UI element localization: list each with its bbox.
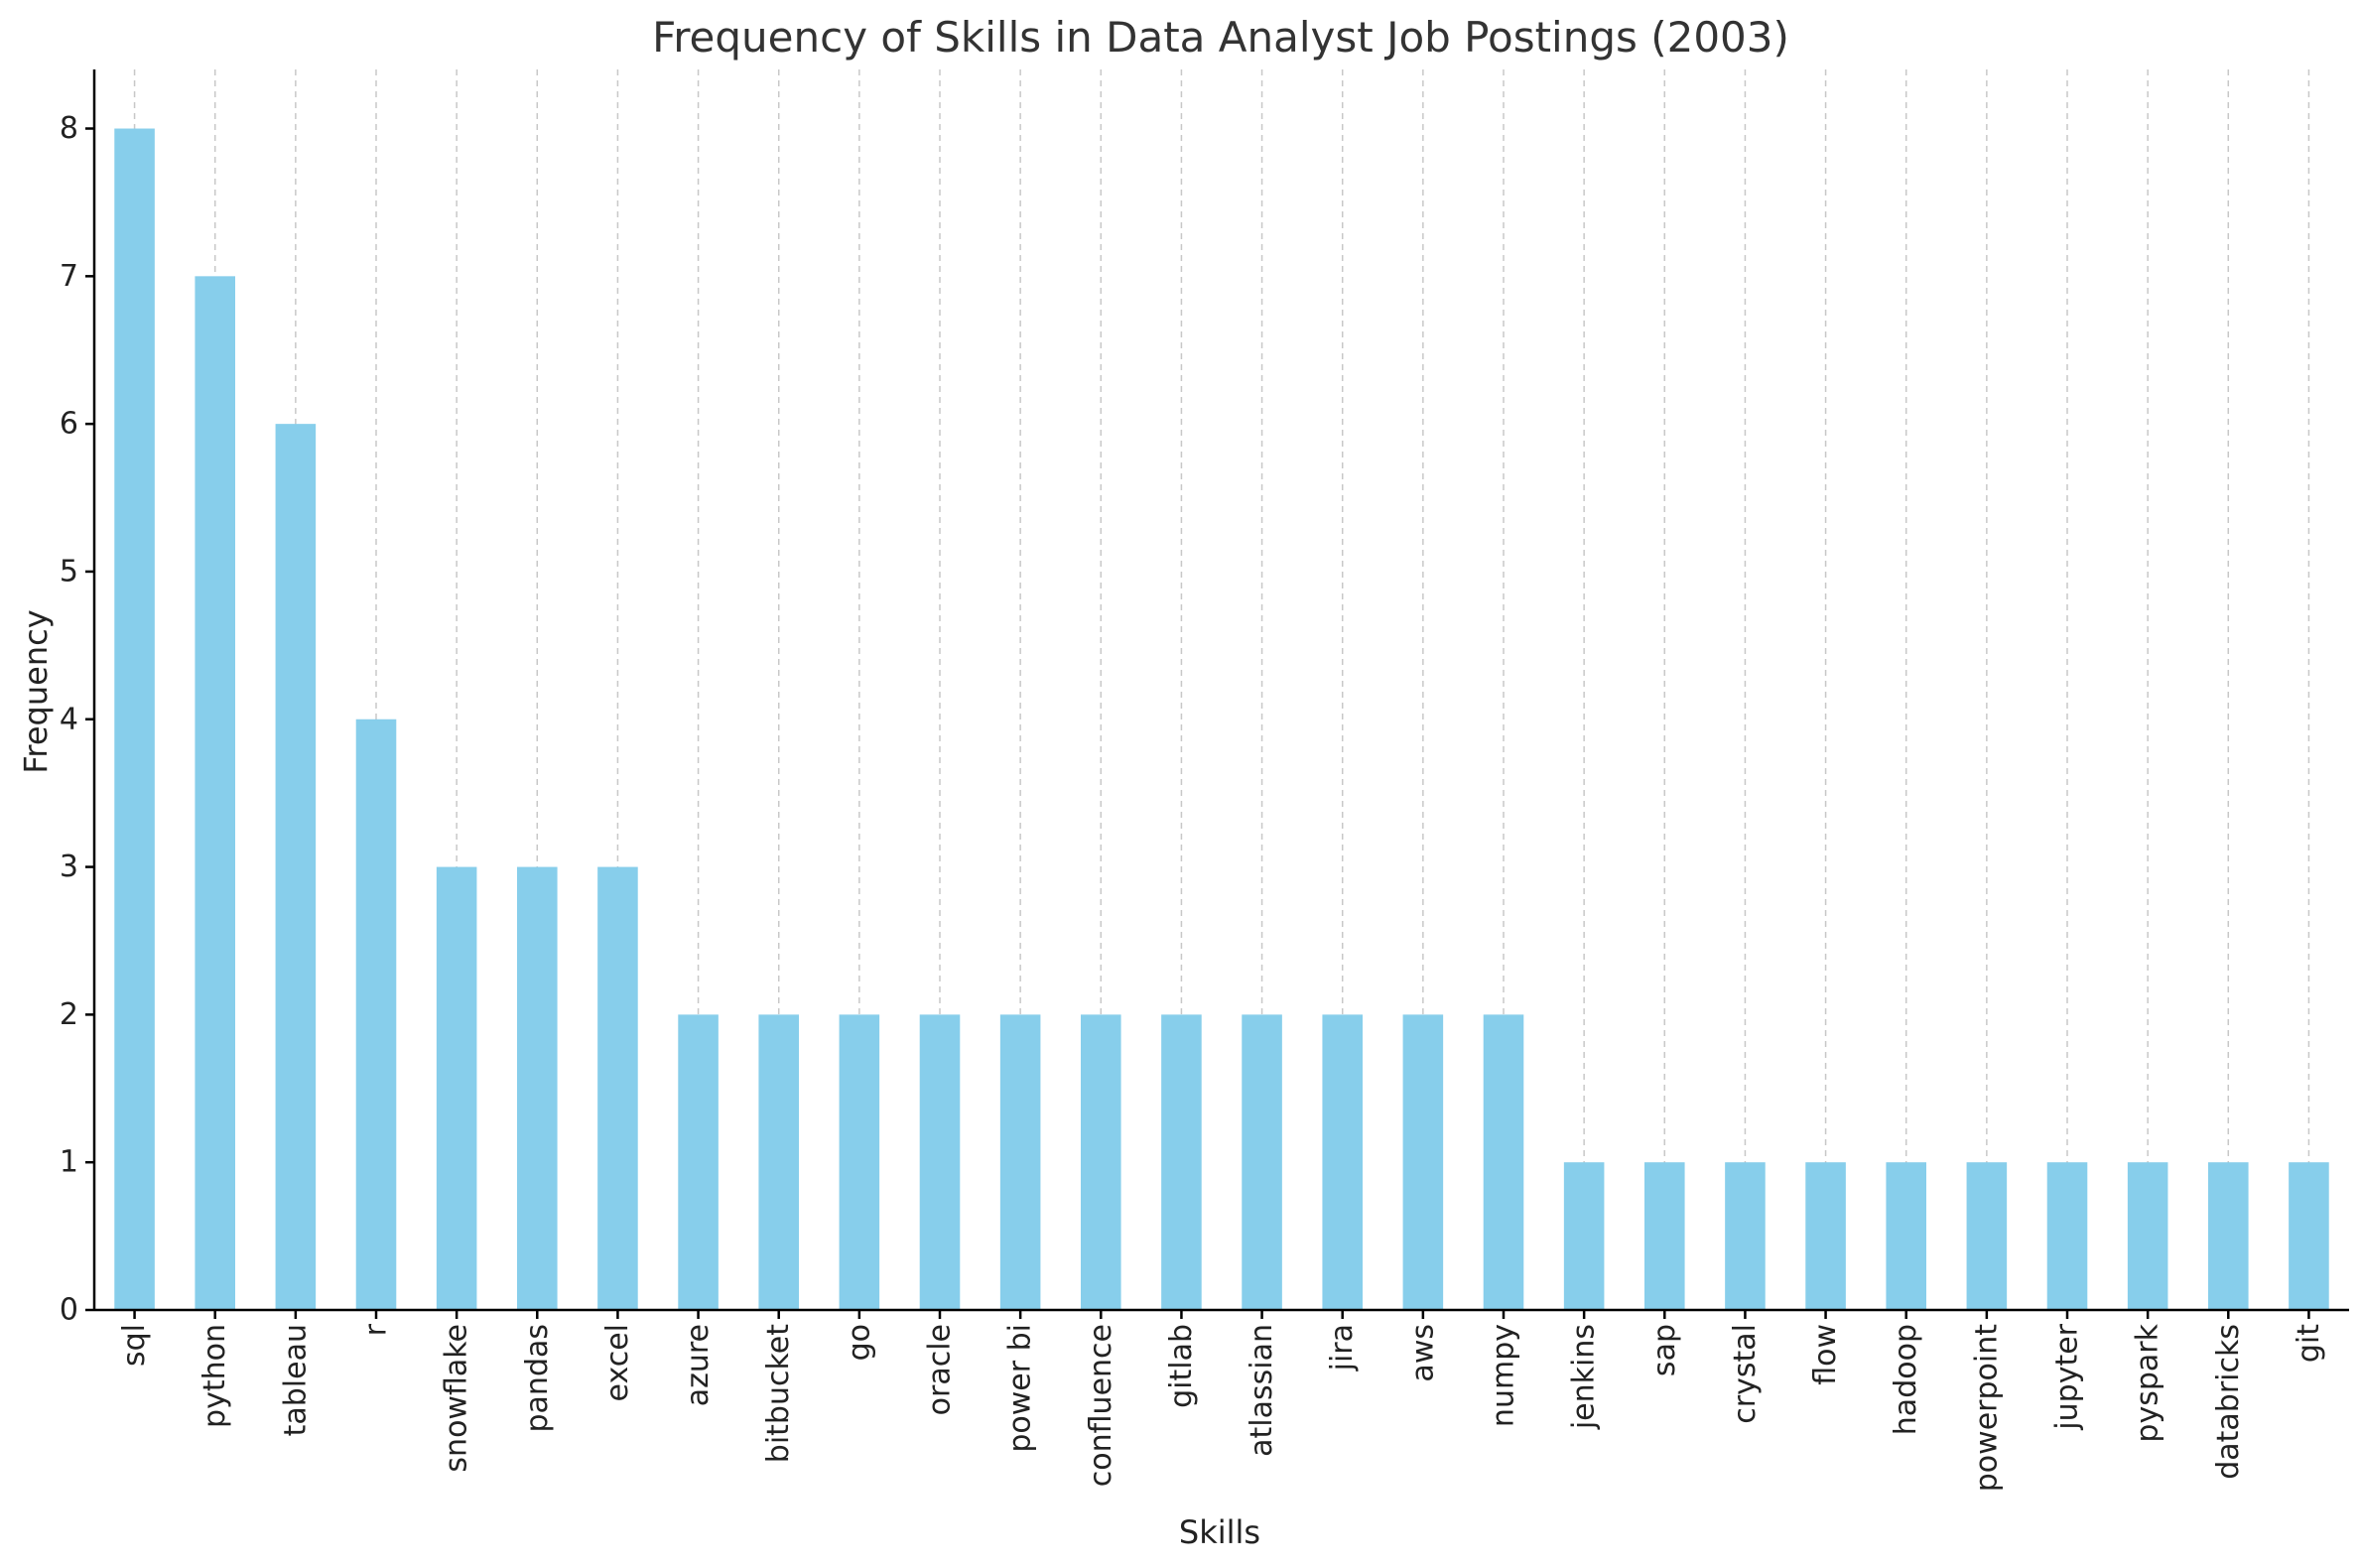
x-tick-label-sql: sql bbox=[117, 1324, 152, 1367]
y-tick-label-8: 8 bbox=[60, 111, 78, 146]
bar-databricks bbox=[2208, 1162, 2249, 1310]
bar-jira bbox=[1322, 1014, 1363, 1310]
x-tick-label-gitlab: gitlab bbox=[1164, 1324, 1199, 1408]
x-axis-label: Skills bbox=[1179, 1513, 1260, 1551]
bar-go bbox=[839, 1014, 880, 1310]
x-tick-label-excel: excel bbox=[600, 1324, 635, 1401]
x-tick-label-python: python bbox=[197, 1324, 232, 1428]
bar-pandas bbox=[517, 866, 558, 1310]
bar-oracle bbox=[919, 1014, 961, 1310]
x-tick-label-pyspark: pyspark bbox=[2131, 1323, 2165, 1442]
bar-jupyter bbox=[2046, 1162, 2088, 1310]
bar-sql bbox=[114, 128, 155, 1310]
x-tick-label-r: r bbox=[359, 1323, 394, 1336]
y-tick-label-7: 7 bbox=[60, 259, 78, 294]
x-tick-label-hadoop: hadoop bbox=[1889, 1324, 1923, 1435]
x-tick-label-jupyter: jupyter bbox=[2050, 1323, 2085, 1430]
bar-jenkins bbox=[1563, 1162, 1605, 1310]
bar-flow bbox=[1805, 1162, 1846, 1310]
bars bbox=[114, 128, 2329, 1311]
bar-aws bbox=[1402, 1014, 1444, 1310]
bar-r bbox=[355, 719, 397, 1310]
x-tick-label-databricks: databricks bbox=[2211, 1324, 2246, 1480]
bar-python bbox=[195, 276, 235, 1310]
y-tick-label-1: 1 bbox=[60, 1145, 78, 1180]
x-tick-label-go: go bbox=[842, 1324, 876, 1361]
y-tick-label-3: 3 bbox=[60, 849, 78, 884]
x-tick-label-crystal: crystal bbox=[1728, 1324, 1763, 1424]
bar-sap bbox=[1644, 1162, 1685, 1310]
x-tick-label-aws: aws bbox=[1405, 1324, 1440, 1382]
axes bbox=[92, 69, 2349, 1312]
x-tick-label-powerpoint: powerpoint bbox=[1969, 1324, 2004, 1492]
bar-numpy bbox=[1483, 1014, 1524, 1310]
bar-crystal bbox=[1725, 1162, 1766, 1310]
bar-confluence bbox=[1081, 1014, 1121, 1310]
x-tick-label-bitbucket: bitbucket bbox=[761, 1324, 796, 1463]
chart-title: Frequency of Skills in Data Analyst Job … bbox=[652, 13, 1789, 62]
y-tick-label-4: 4 bbox=[60, 702, 78, 736]
x-ticks: sql python tableau r snowflake pandas excel azu… bbox=[117, 1310, 2326, 1492]
bar-git bbox=[2289, 1162, 2329, 1310]
x-tick-label-numpy: numpy bbox=[1487, 1324, 1521, 1427]
y-tick-label-6: 6 bbox=[60, 407, 78, 442]
bar-tableau bbox=[275, 424, 317, 1311]
bar-powerpoint bbox=[1966, 1162, 2008, 1310]
x-tick-label-atlassian: atlassian bbox=[1245, 1324, 1279, 1457]
x-tick-label-tableau: tableau bbox=[278, 1324, 313, 1436]
bar-power-bi bbox=[999, 1014, 1041, 1310]
x-tick-label-pandas: pandas bbox=[520, 1324, 555, 1433]
x-tick-label-jenkins: jenkins bbox=[1567, 1324, 1602, 1430]
x-tick-label-oracle: oracle bbox=[923, 1324, 958, 1415]
x-tick-label-power-bi: power bi bbox=[1003, 1324, 1038, 1453]
x-tick-label-snowflake: snowflake bbox=[440, 1324, 474, 1473]
bar-hadoop bbox=[1886, 1162, 1926, 1310]
x-tick-label-azure: azure bbox=[681, 1324, 716, 1406]
y-axis-label: Frequency bbox=[17, 609, 55, 773]
bar-pyspark bbox=[2127, 1162, 2168, 1310]
bar-azure bbox=[678, 1014, 719, 1310]
bar-bitbucket bbox=[758, 1014, 799, 1310]
y-tick-label-5: 5 bbox=[60, 554, 78, 588]
x-tick-label-confluence: confluence bbox=[1084, 1324, 1118, 1487]
x-tick-label-git: git bbox=[2292, 1324, 2326, 1363]
bar-atlassian bbox=[1242, 1014, 1282, 1310]
y-tick-label-0: 0 bbox=[60, 1293, 78, 1328]
y-tick-label-2: 2 bbox=[60, 997, 78, 1032]
bar-gitlab bbox=[1161, 1014, 1202, 1310]
bar-snowflake bbox=[436, 866, 477, 1310]
x-tick-label-flow: flow bbox=[1808, 1324, 1843, 1385]
x-tick-label-sap: sap bbox=[1647, 1324, 1682, 1376]
y-ticks: 0 1 2 3 4 5 6 7 8 bbox=[60, 111, 94, 1328]
x-tick-label-jira: jira bbox=[1325, 1324, 1360, 1372]
bar-excel bbox=[597, 866, 638, 1310]
